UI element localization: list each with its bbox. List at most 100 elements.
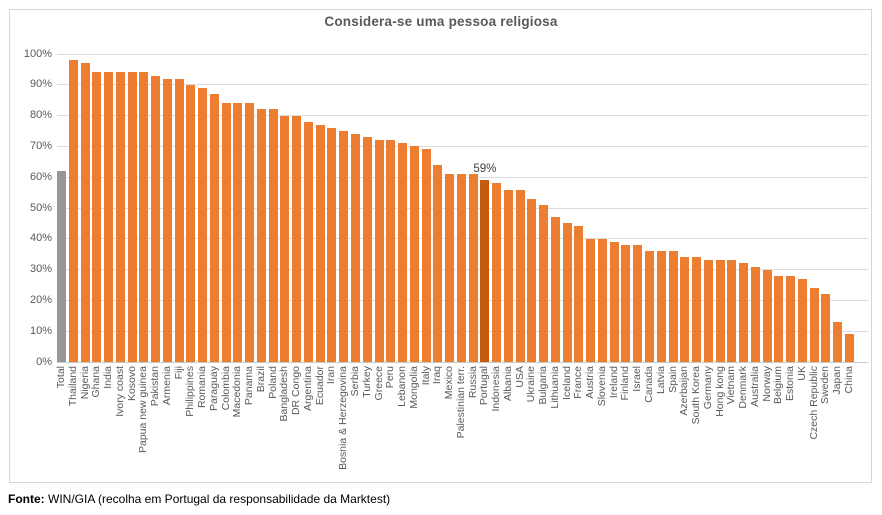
bar-vietnam	[727, 260, 737, 362]
bar-israel	[633, 244, 643, 362]
gridline-70	[57, 145, 868, 147]
bar-nigeria	[80, 63, 90, 362]
bar-france	[574, 226, 584, 362]
bar-fiji	[174, 78, 184, 362]
x-label-uk: UK	[795, 366, 808, 381]
y-tick-label-60: 60%	[29, 170, 52, 183]
y-tick-label-50: 50%	[29, 201, 52, 214]
x-label-paraguay: Paraguay	[207, 366, 220, 411]
bar-thailand	[68, 60, 78, 362]
bar-lithuania	[550, 217, 560, 362]
bar-ecuador	[315, 124, 325, 362]
bar-south-korea	[692, 257, 702, 362]
x-label-australia: Australia	[748, 366, 761, 407]
bar-bosnia-herzegovina	[339, 131, 349, 362]
bar-belgium	[774, 275, 784, 362]
y-tick-label-70: 70%	[29, 139, 52, 152]
y-tick-label-90: 90%	[29, 78, 52, 91]
bar-serbia	[351, 134, 360, 362]
bar-argentina	[303, 121, 313, 362]
bar-uk	[797, 278, 807, 362]
y-tick-label-40: 40%	[29, 232, 52, 245]
bar-turkey	[362, 137, 372, 362]
x-label-lithuania: Lithuania	[548, 366, 561, 409]
gridline-80	[57, 115, 868, 117]
bar-canada	[645, 251, 654, 362]
bar-czech-republic	[809, 288, 819, 362]
bar-latvia	[656, 251, 666, 362]
gridline-100	[57, 53, 868, 55]
bar-greece	[374, 140, 384, 362]
x-label-china: China	[842, 366, 855, 394]
bar-papua-new-guinea	[139, 72, 149, 362]
bar-macedonia	[233, 103, 243, 362]
bar-denmark	[739, 263, 749, 362]
bar-panama	[245, 103, 255, 362]
y-tick-label-100: 100%	[23, 47, 52, 60]
bar-norway	[762, 269, 772, 362]
bar-bangladesh	[280, 115, 290, 362]
x-label-argentina: Argentina	[301, 366, 314, 411]
x-label-brazil: Brazil	[254, 366, 267, 393]
x-label-turkey: Turkey	[360, 366, 373, 398]
bar-poland	[268, 109, 278, 362]
bar-ghana	[92, 72, 102, 362]
bar-mexico	[445, 174, 455, 362]
bar-hong-kong	[715, 260, 725, 362]
bar-spain	[668, 251, 678, 362]
x-label-slovenia: Slovenia	[595, 366, 608, 407]
y-tick-label-20: 20%	[29, 293, 52, 306]
bar-slovenia	[597, 238, 607, 362]
y-tick-label-0: 0%	[36, 355, 52, 368]
x-label-latvia: Latvia	[654, 366, 667, 395]
gridline-90	[57, 84, 868, 86]
bar-indonesia	[492, 183, 502, 362]
bar-azerbaijan	[680, 257, 690, 362]
bar-usa	[515, 189, 525, 362]
bar-estonia	[786, 275, 796, 362]
bar-bulgaria	[539, 204, 549, 362]
bar-pakistan	[151, 75, 161, 362]
source-text: WIN/GIA (recolha em Portugal da responsa…	[44, 492, 391, 506]
bar-italy	[421, 149, 431, 362]
source-prefix: Fonte:	[8, 492, 45, 506]
bar-ukraine	[527, 198, 537, 362]
bar-palestinian-terr	[456, 174, 466, 362]
bar-india	[104, 72, 114, 362]
bar-paraguay	[209, 94, 219, 362]
bar-australia	[750, 266, 760, 362]
bar-albania	[503, 189, 513, 362]
bar-japan	[833, 321, 843, 362]
bar-iran	[327, 127, 337, 362]
bar-romania	[198, 87, 208, 362]
source-line: Fonte: WIN/GIA (recolha em Portugal da r…	[8, 492, 390, 506]
bar-austria	[586, 238, 596, 362]
bar-philippines	[186, 84, 196, 362]
x-label-germany: Germany	[701, 366, 714, 410]
bar-brazil	[256, 109, 266, 362]
x-label-thailand: Thailand	[66, 366, 79, 407]
bar-armenia	[162, 78, 172, 362]
bar-finland	[621, 244, 631, 362]
bar-china	[844, 334, 854, 362]
bar-germany	[703, 260, 713, 362]
bar-total	[57, 171, 66, 362]
gridline-0	[57, 361, 868, 363]
bar-iceland	[562, 223, 572, 362]
bar-lebanon	[398, 143, 408, 362]
bar-kosovo	[127, 72, 137, 362]
bar-sweden	[821, 294, 831, 362]
bar-russia	[468, 174, 478, 362]
x-label-albania: Albania	[501, 366, 514, 402]
x-label-armenia: Armenia	[160, 366, 173, 406]
y-tick-label-30: 30%	[29, 263, 52, 276]
bar-iraq	[433, 164, 443, 362]
x-label-mongolia: Mongolia	[407, 366, 420, 409]
bar-dr-congo	[292, 115, 302, 362]
bar-colombia	[221, 103, 231, 362]
bar-ivory-coast	[115, 72, 125, 362]
y-tick-label-80: 80%	[29, 109, 52, 122]
bar-ireland	[609, 241, 619, 362]
bar-mongolia	[409, 146, 419, 362]
